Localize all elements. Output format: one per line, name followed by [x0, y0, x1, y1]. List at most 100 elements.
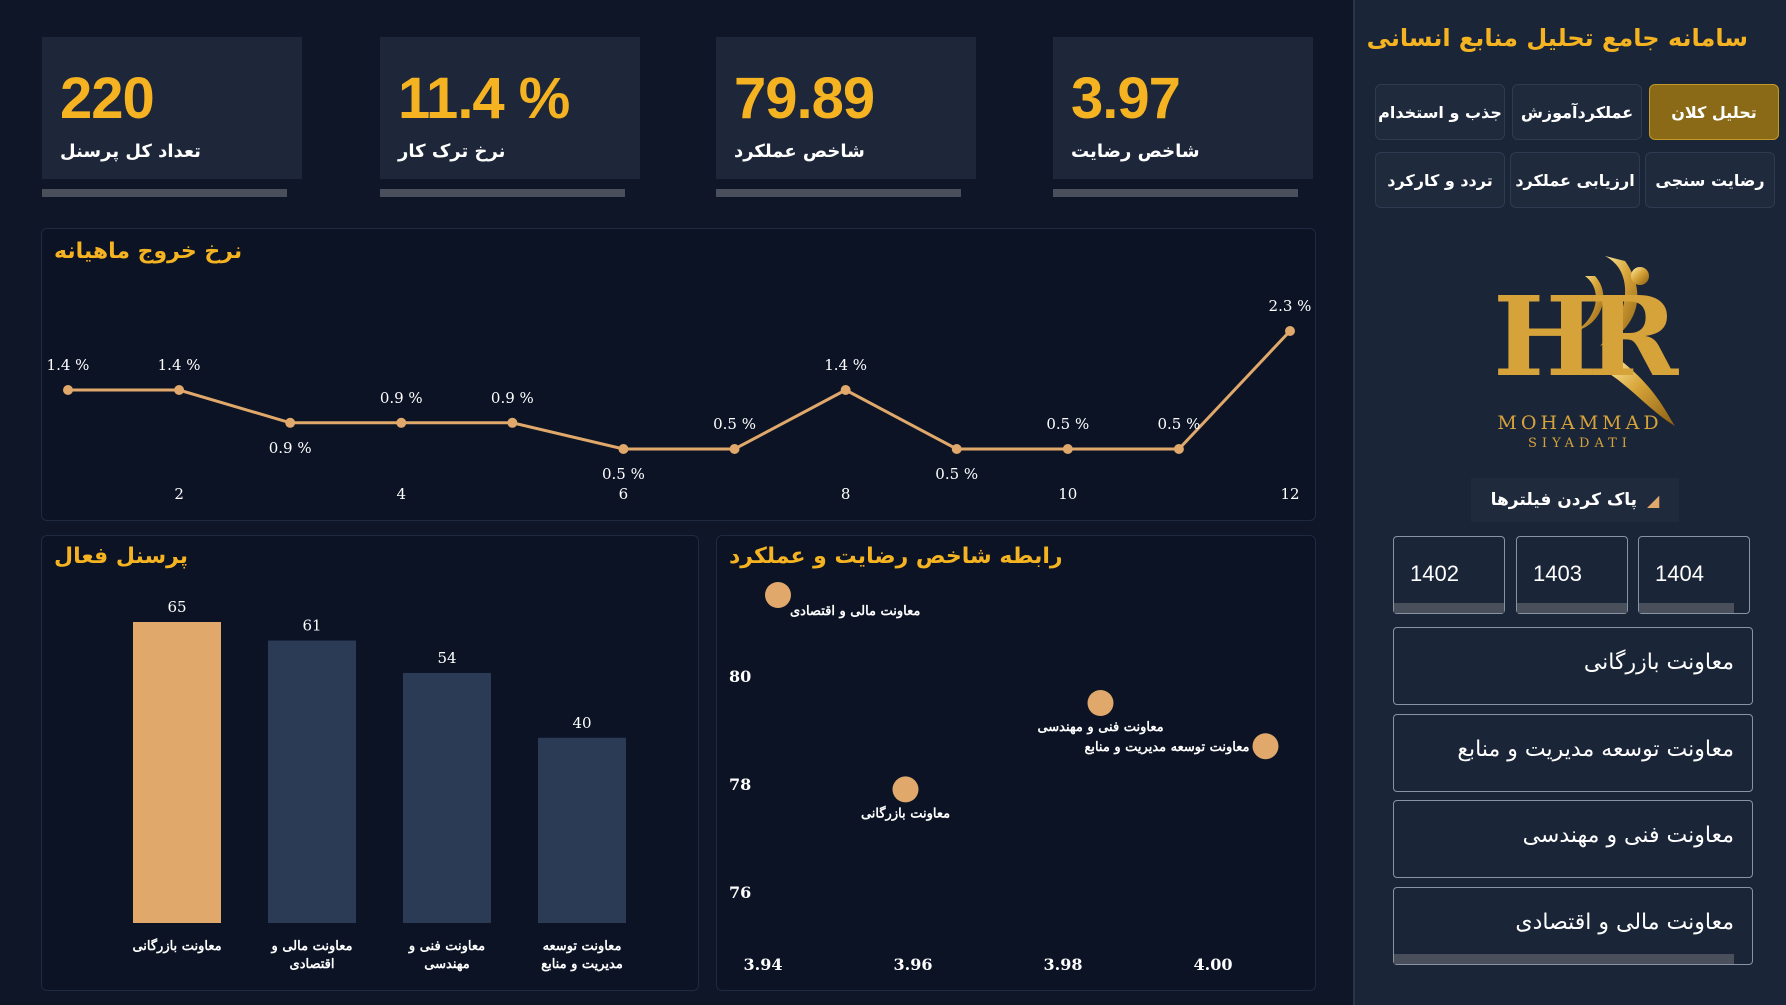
- year-1404-button[interactable]: 1404: [1638, 536, 1750, 614]
- dept-engineering-option[interactable]: معاونت فنی و مهندسی: [1393, 800, 1753, 878]
- x-tick-label: 3.98: [1044, 955, 1083, 974]
- data-point: [396, 417, 407, 428]
- kpi-card-performance: 79.89 شاخص عملکرد: [716, 37, 976, 197]
- panel-title: رابطه شاخص رضایت و عملکرد: [729, 544, 1063, 569]
- data-point: [729, 444, 740, 454]
- category-label: معاونت توسعه: [543, 939, 622, 954]
- dept-label: معاونت بازرگانی: [1583, 650, 1734, 675]
- dept-commerce-option[interactable]: معاونت بازرگانی: [1393, 627, 1753, 705]
- scatter-point: [892, 776, 919, 803]
- year-bar: [1517, 603, 1627, 613]
- scatter-point: [1252, 733, 1279, 760]
- scatter-point: [765, 582, 791, 608]
- logo-mark-icon: [1575, 256, 1675, 426]
- point-label: معاونت توسعه مدیریت و منابع: [1084, 740, 1249, 755]
- kpi-value: 11.4 %: [398, 66, 570, 131]
- x-tick-label: 12: [1280, 485, 1299, 503]
- data-label: 1.4 %: [158, 356, 201, 374]
- logo-name: MOHAMMAD: [1497, 412, 1663, 434]
- data-label: 0.5 %: [1046, 415, 1089, 433]
- kpi-progress-bar: [716, 189, 961, 197]
- category-label: مهندسی: [424, 957, 469, 972]
- data-point: [285, 417, 296, 428]
- x-tick-label: 3.96: [894, 955, 933, 974]
- dept-label: معاونت فنی و مهندسی: [1522, 823, 1734, 848]
- line-chart: 1.4 % 1.4 % 0.9 % 0.9 % 0.9 % 0.5 % 0.5 % 1.4 %…: [47, 297, 1312, 503]
- x-tick-label: 6: [619, 485, 629, 503]
- point-label: معاونت بازرگانی: [861, 804, 950, 821]
- year-1402-button[interactable]: 1402: [1393, 536, 1505, 614]
- bar-value-label: 40: [572, 714, 591, 732]
- kpi-card-satisfaction: 3.97 شاخص رضایت: [1053, 37, 1313, 197]
- kpi-progress-bar: [380, 189, 625, 197]
- data-point: [507, 417, 518, 428]
- bar: [133, 622, 221, 923]
- nav-attendance[interactable]: تردد و کارکرد: [1375, 152, 1505, 208]
- dept-finance-option[interactable]: معاونت مالی و اقتصادی: [1393, 887, 1753, 965]
- x-tick-label: 4.00: [1194, 955, 1233, 974]
- year-bar: [1394, 603, 1504, 613]
- monthly-exit-rate-panel: نرخ خروج ماهیانه 1.4 % 1.4 % 0.9 % 0.9 % 0.9…: [41, 228, 1316, 521]
- logo-subname: SIYADATI: [1528, 436, 1632, 451]
- eraser-icon: ◢: [1647, 490, 1660, 510]
- data-label: 0.9 %: [491, 389, 534, 407]
- data-label: 2.3 %: [1269, 297, 1312, 315]
- point-label: معاونت مالی و اقتصادی: [790, 604, 920, 619]
- year-label: 1404: [1655, 561, 1704, 586]
- bar: [538, 737, 626, 923]
- bar-value-label: 54: [437, 649, 456, 667]
- bar-value-label: 65: [167, 598, 186, 616]
- nav-training[interactable]: عملکردآموزش: [1512, 84, 1642, 140]
- bar-value-label: 61: [302, 617, 321, 635]
- kpi-progress-bar: [1053, 189, 1298, 197]
- data-label: 1.4 %: [47, 356, 90, 374]
- kpi-value: 220: [60, 66, 155, 131]
- hr-logo: HR MOHAMMAD SIYADATI: [1465, 236, 1695, 466]
- kpi-label: شاخص عملکرد: [734, 141, 865, 162]
- kpi-card-turnover: 11.4 % نرخ ترک کار: [380, 37, 640, 197]
- nav-macro-analysis[interactable]: تحلیل کلان: [1649, 84, 1779, 140]
- data-point: [63, 385, 73, 395]
- y-tick-label: 78: [729, 775, 751, 794]
- data-point: [951, 444, 962, 454]
- category-label: معاونت مالی و: [271, 939, 353, 954]
- category-label: اقتصادی: [290, 957, 335, 972]
- clear-filters-label: پاک کردن فیلترها: [1490, 490, 1638, 510]
- data-label: 0.5 %: [713, 415, 756, 433]
- bar: [268, 640, 356, 923]
- data-label: 0.5 %: [935, 465, 978, 483]
- nav-satisfaction[interactable]: رضایت سنجی: [1645, 152, 1775, 208]
- data-point: [1173, 444, 1184, 454]
- kpi-value: 3.97: [1071, 66, 1181, 131]
- active-personnel-panel: پرسنل فعال 65 معاونت بازرگانی 61 معاونت مال…: [41, 535, 699, 991]
- data-point: [618, 444, 629, 454]
- data-point: [840, 385, 851, 395]
- year-1403-button[interactable]: 1403: [1516, 536, 1628, 614]
- category-label: مدیریت و منابع: [541, 957, 623, 972]
- data-point: [1062, 444, 1073, 454]
- panel-title: پرسنل فعال: [54, 544, 189, 569]
- logo-letters: HR: [1493, 272, 1678, 401]
- x-tick-label: 4: [396, 485, 406, 503]
- point-label: معاونت فنی و مهندسی: [1037, 720, 1163, 735]
- clear-filters-button[interactable]: پاک کردن فیلترها ◢: [1471, 478, 1679, 522]
- year-label: 1403: [1533, 561, 1582, 586]
- category-label: معاونت فنی و: [408, 939, 485, 954]
- data-point: [174, 385, 185, 395]
- data-label: 0.5 %: [1157, 415, 1200, 433]
- x-tick-label: 2: [174, 485, 184, 503]
- year-label: 1402: [1410, 561, 1459, 586]
- data-point: [1285, 326, 1295, 336]
- dept-management-option[interactable]: معاونت توسعه مدیریت و منابع: [1393, 714, 1753, 792]
- nav-recruitment[interactable]: جذب و استخدام: [1375, 84, 1505, 140]
- kpi-label: تعداد کل پرسنل: [60, 141, 201, 162]
- x-tick-label: 10: [1058, 485, 1077, 503]
- nav-performance-review[interactable]: ارزیابی عملکرد: [1510, 152, 1640, 208]
- app-title: سامانه جامع تحلیل منابع انسانی: [1366, 24, 1748, 52]
- kpi-card-headcount: 220 تعداد کل پرسنل: [42, 37, 302, 197]
- y-tick-label: 80: [729, 667, 751, 686]
- bar: [403, 672, 491, 923]
- dept-label: معاونت توسعه مدیریت و منابع: [1457, 737, 1734, 762]
- kpi-value: 79.89: [734, 66, 875, 131]
- slicer-scrollbar[interactable]: [1394, 954, 1734, 964]
